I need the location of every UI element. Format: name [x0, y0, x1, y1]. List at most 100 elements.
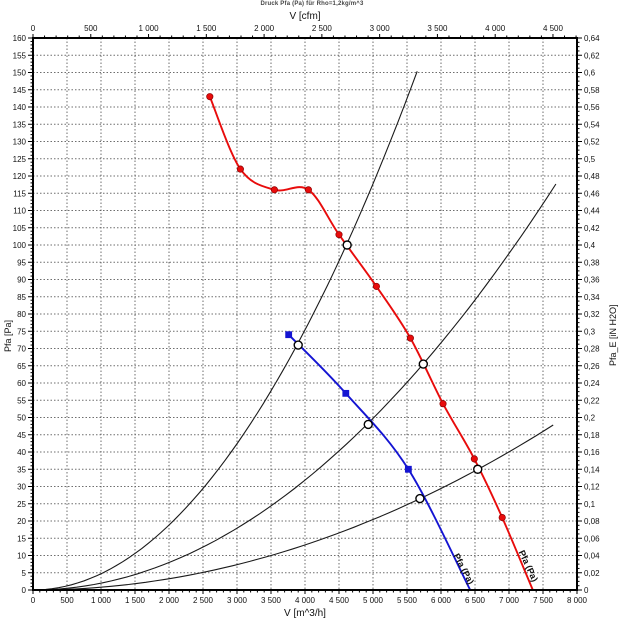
svg-text:0,22: 0,22	[584, 396, 600, 405]
svg-text:0,58: 0,58	[584, 86, 600, 95]
svg-text:80: 80	[17, 310, 26, 319]
svg-text:2 000: 2 000	[159, 596, 180, 605]
svg-text:0: 0	[31, 24, 36, 33]
svg-text:8 000: 8 000	[567, 596, 588, 605]
svg-text:90: 90	[17, 276, 26, 285]
svg-text:7 000: 7 000	[499, 596, 520, 605]
svg-text:2 500: 2 500	[312, 24, 333, 33]
svg-text:0,2: 0,2	[584, 414, 596, 423]
svg-text:2 000: 2 000	[254, 24, 275, 33]
svg-text:85: 85	[17, 293, 26, 302]
svg-text:0,16: 0,16	[584, 448, 600, 457]
svg-text:0,04: 0,04	[584, 552, 600, 561]
svg-text:140: 140	[13, 103, 27, 112]
svg-text:10: 10	[17, 552, 26, 561]
svg-text:7 500: 7 500	[533, 596, 554, 605]
svg-text:5 000: 5 000	[363, 596, 384, 605]
svg-text:0: 0	[22, 586, 27, 595]
svg-text:45: 45	[17, 431, 26, 440]
svg-text:0,5: 0,5	[584, 155, 596, 164]
system-curve-2	[32, 183, 557, 591]
svg-text:0: 0	[31, 596, 36, 605]
svg-text:160: 160	[13, 34, 27, 43]
data-point	[342, 389, 350, 397]
svg-text:0,62: 0,62	[584, 51, 600, 60]
operating-point	[342, 240, 352, 250]
data-point	[406, 334, 414, 342]
svg-text:4 500: 4 500	[543, 24, 564, 33]
svg-text:4 000: 4 000	[295, 596, 316, 605]
svg-text:60: 60	[17, 379, 26, 388]
svg-text:130: 130	[13, 138, 27, 147]
svg-text:500: 500	[60, 596, 74, 605]
svg-text:65: 65	[17, 362, 26, 371]
svg-text:125: 125	[13, 155, 27, 164]
svg-text:95: 95	[17, 258, 26, 267]
data-point	[439, 400, 447, 408]
svg-text:0,36: 0,36	[584, 276, 600, 285]
svg-text:0,64: 0,64	[584, 34, 600, 43]
fan-curve-high-speed	[208, 96, 534, 591]
system-curve-1	[32, 71, 418, 591]
data-point	[304, 186, 312, 194]
svg-text:0,44: 0,44	[584, 207, 600, 216]
svg-text:0,54: 0,54	[584, 120, 600, 129]
svg-text:500: 500	[84, 24, 98, 33]
svg-text:0,08: 0,08	[584, 517, 600, 526]
chart-title: Druck Pfa (Pa) für Rho=1,2kg/m^3	[260, 1, 364, 7]
svg-text:15: 15	[17, 534, 26, 543]
svg-text:40: 40	[17, 448, 26, 457]
svg-text:135: 135	[13, 120, 27, 129]
system-curve-3	[33, 424, 554, 591]
svg-text:0,18: 0,18	[584, 431, 600, 440]
svg-text:0,42: 0,42	[584, 224, 600, 233]
data-point	[285, 331, 293, 339]
top-axis-title: V [cfm]	[289, 11, 321, 22]
svg-text:30: 30	[17, 483, 26, 492]
svg-text:0,14: 0,14	[584, 465, 600, 474]
operating-point	[363, 419, 373, 430]
svg-text:6 500: 6 500	[465, 596, 486, 605]
svg-text:35: 35	[17, 465, 26, 474]
svg-text:0,28: 0,28	[584, 345, 600, 354]
svg-text:3 000: 3 000	[227, 596, 248, 605]
svg-text:1 000: 1 000	[139, 24, 160, 33]
operating-point	[418, 359, 429, 369]
svg-text:2 500: 2 500	[193, 596, 214, 605]
svg-text:6 000: 6 000	[431, 596, 452, 605]
svg-text:0,38: 0,38	[584, 258, 600, 267]
svg-text:0,02: 0,02	[584, 569, 600, 578]
svg-text:5: 5	[22, 569, 27, 578]
svg-text:0,46: 0,46	[584, 189, 600, 198]
data-point	[270, 186, 278, 194]
svg-text:4 000: 4 000	[485, 24, 506, 33]
svg-text:110: 110	[13, 207, 26, 216]
svg-text:0,1: 0,1	[584, 500, 596, 509]
operating-point	[473, 464, 483, 474]
svg-text:20: 20	[17, 517, 26, 526]
svg-text:0,32: 0,32	[584, 310, 600, 319]
svg-text:0,24: 0,24	[584, 379, 600, 388]
svg-text:155: 155	[13, 51, 27, 60]
svg-text:25: 25	[17, 500, 26, 509]
svg-text:0,06: 0,06	[584, 534, 600, 543]
svg-text:0,12: 0,12	[584, 483, 600, 492]
data-point	[236, 165, 244, 173]
data-point	[470, 455, 478, 463]
svg-text:1 500: 1 500	[125, 596, 146, 605]
svg-text:0,52: 0,52	[584, 138, 600, 147]
svg-text:115: 115	[13, 189, 26, 198]
svg-text:150: 150	[13, 69, 27, 78]
svg-text:0: 0	[584, 586, 589, 595]
svg-text:0,4: 0,4	[584, 241, 596, 250]
svg-text:0,3: 0,3	[584, 327, 596, 336]
operating-point	[293, 340, 303, 350]
data-point	[335, 231, 343, 239]
operating-point	[415, 493, 425, 504]
svg-text:120: 120	[13, 172, 27, 181]
svg-text:0,34: 0,34	[584, 293, 600, 302]
svg-text:0,48: 0,48	[584, 172, 600, 181]
data-point	[498, 513, 506, 522]
svg-text:0,6: 0,6	[584, 69, 596, 78]
